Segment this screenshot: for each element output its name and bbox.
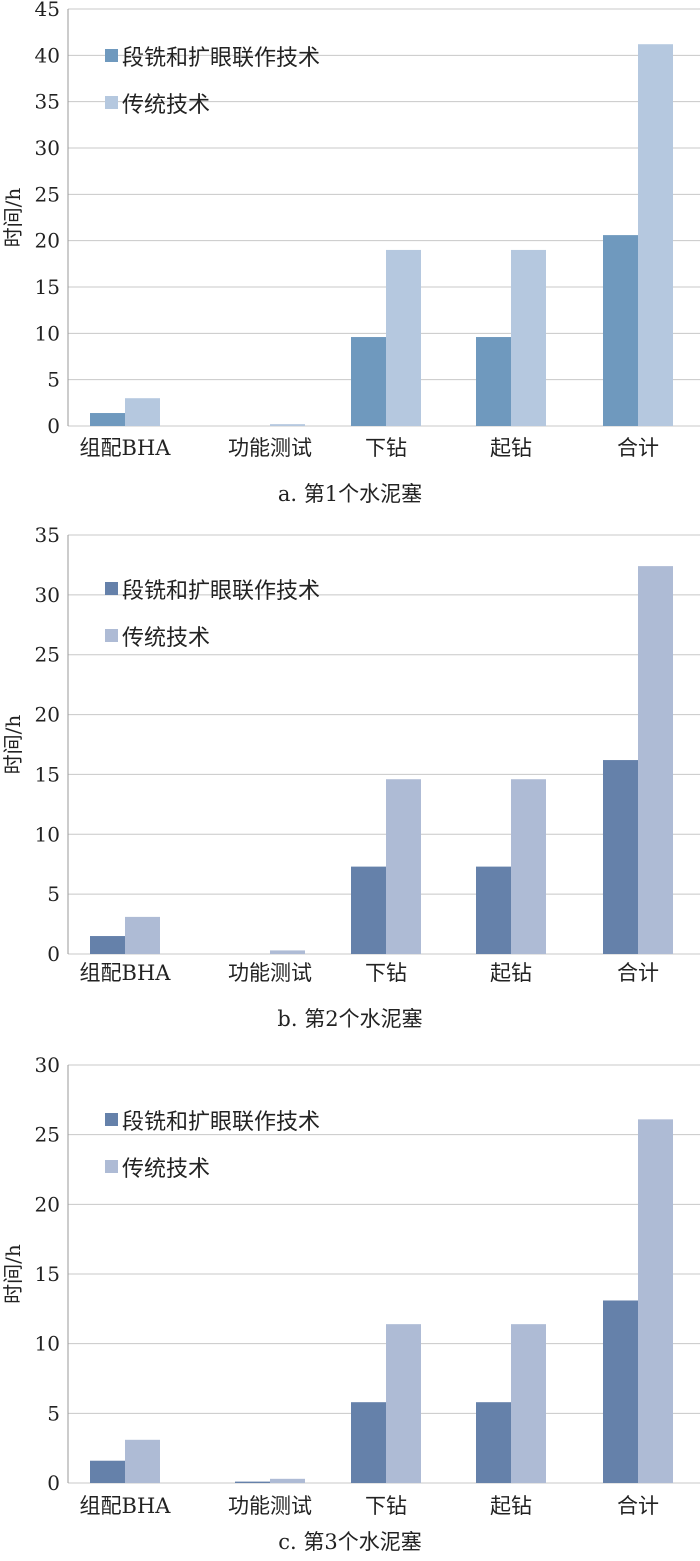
y-tick-label: 25 xyxy=(35,643,60,667)
bar-c-0-series1 xyxy=(90,1460,125,1483)
bar-b-3-series2 xyxy=(511,779,546,954)
bar-chart-a: 0 5 10 15 20 25 30 35 40 45 时间/h 组配BHA 功能测试 下钻 起钻 合计 段铣和… xyxy=(1,0,700,460)
bar-b-2-series1 xyxy=(351,866,386,954)
y-tick-label: 0 xyxy=(47,1471,60,1495)
x-category-label: 组配BHA xyxy=(80,436,172,460)
bar-c-3-series1 xyxy=(476,1402,511,1483)
y-axis-label: 时间/h xyxy=(1,188,25,248)
y-axis-label: 时间/h xyxy=(1,715,25,775)
legend-label: 传统技术 xyxy=(122,1157,210,1182)
bar-c-0-series2 xyxy=(125,1439,160,1483)
bar-b-2-series2 xyxy=(386,779,421,954)
bar-c-1-series2 xyxy=(270,1478,305,1483)
chart-panel-a: 0 5 10 15 20 25 30 35 40 45 时间/h 组配BHA 功能测试 下钻 起钻 合计 段铣和… xyxy=(0,0,700,515)
bar-b-3-series1 xyxy=(476,866,511,954)
chart-panel-c: 0 5 10 15 20 25 30 时间/h 组配BHA 功能测试 下钻 起钻 合计 段铣和扩眼联作技术… xyxy=(0,1037,700,1561)
y-tick-label: 15 xyxy=(35,275,60,299)
x-category-label: 下钻 xyxy=(365,1494,407,1518)
legend-label: 段铣和扩眼联作技术 xyxy=(122,579,320,604)
x-category-label: 下钻 xyxy=(365,961,407,985)
bar-a-0-series2 xyxy=(125,398,160,426)
legend-swatch xyxy=(105,1113,118,1126)
bar-chart-c: 0 5 10 15 20 25 30 时间/h 组配BHA 功能测试 下钻 起钻 合计 段铣和扩眼联作技术… xyxy=(1,1053,700,1518)
y-tick-label: 30 xyxy=(35,583,60,607)
y-tick-label: 25 xyxy=(35,182,60,206)
x-category-label: 功能测试 xyxy=(228,961,312,985)
y-tick-label: 35 xyxy=(35,523,60,547)
x-category-label: 起钻 xyxy=(490,1494,532,1518)
chart-caption-b: b. 第2个水泥塞 xyxy=(277,1007,423,1031)
legend-label: 传统技术 xyxy=(122,626,210,651)
y-tick-label: 0 xyxy=(47,942,60,966)
x-category-label: 起钻 xyxy=(490,961,532,985)
bar-c-4-series2 xyxy=(638,1119,673,1483)
y-tick-label: 30 xyxy=(35,136,60,160)
y-axis-label: 时间/h xyxy=(1,1244,25,1304)
bar-b-1-series2 xyxy=(270,950,305,954)
bar-c-1-series1 xyxy=(235,1481,270,1483)
bar-a-4-series2 xyxy=(638,44,673,427)
y-tick-label: 20 xyxy=(35,1192,60,1216)
legend-swatch xyxy=(105,582,118,595)
bar-a-1-series2 xyxy=(270,424,305,426)
chart-caption-c: c. 第3个水泥塞 xyxy=(278,1530,422,1554)
x-category-label: 组配BHA xyxy=(80,1494,172,1518)
legend-label: 传统技术 xyxy=(122,93,210,118)
bar-a-3-series1 xyxy=(476,337,511,426)
x-category-label: 合计 xyxy=(617,436,659,460)
legend-swatch xyxy=(105,1160,118,1173)
bar-chart-b: 0 5 10 15 20 25 30 35 时间/h 组配BHA 功能测试 下钻 起钻 合计 段铣和扩眼联作… xyxy=(1,523,700,985)
bar-a-0-series1 xyxy=(90,413,125,426)
y-tick-label: 5 xyxy=(47,368,60,392)
y-tick-label: 15 xyxy=(35,1262,60,1286)
y-tick-label: 30 xyxy=(35,1053,60,1077)
bar-a-2-series2 xyxy=(386,249,421,426)
x-category-label: 起钻 xyxy=(490,436,532,460)
bar-c-3-series2 xyxy=(511,1324,546,1483)
y-tick-label: 10 xyxy=(35,321,60,345)
bar-c-4-series1 xyxy=(603,1300,638,1483)
legend-label: 段铣和扩眼联作技术 xyxy=(122,46,320,71)
y-tick-label: 15 xyxy=(35,762,60,786)
y-tick-label: 0 xyxy=(47,414,60,438)
bar-a-2-series1 xyxy=(351,337,386,426)
y-tick-label: 10 xyxy=(35,822,60,846)
x-category-label: 下钻 xyxy=(365,436,407,460)
legend-swatch xyxy=(105,629,118,642)
y-tick-label: 20 xyxy=(35,229,60,253)
bar-b-4-series2 xyxy=(638,566,673,954)
y-tick-label: 10 xyxy=(35,1332,60,1356)
y-tick-label: 5 xyxy=(47,1401,60,1425)
bar-c-2-series1 xyxy=(351,1402,386,1483)
y-tick-label: 45 xyxy=(35,0,60,21)
bar-c-2-series2 xyxy=(386,1324,421,1483)
legend-label: 段铣和扩眼联作技术 xyxy=(122,1110,320,1135)
chart-panel-b: 0 5 10 15 20 25 30 35 时间/h 组配BHA 功能测试 下钻 起钻 合计 段铣和扩眼联作… xyxy=(0,515,700,1037)
y-tick-label: 25 xyxy=(35,1123,60,1147)
y-tick-label: 40 xyxy=(35,43,60,67)
x-category-label: 组配BHA xyxy=(80,961,172,985)
legend-swatch xyxy=(105,49,118,62)
x-category-label: 合计 xyxy=(617,961,659,985)
x-category-label: 功能测试 xyxy=(228,1494,312,1518)
legend-swatch xyxy=(105,96,118,109)
bar-b-4-series1 xyxy=(603,760,638,954)
bar-a-4-series1 xyxy=(603,235,638,426)
bar-b-0-series1 xyxy=(90,936,125,954)
bar-a-3-series2 xyxy=(511,249,546,426)
bar-b-0-series2 xyxy=(125,916,160,954)
x-category-label: 合计 xyxy=(617,1494,659,1518)
y-tick-label: 20 xyxy=(35,703,60,727)
y-tick-label: 35 xyxy=(35,90,60,114)
x-category-label: 功能测试 xyxy=(228,436,312,460)
y-tick-label: 5 xyxy=(47,882,60,906)
chart-caption-a: a. 第1个水泥塞 xyxy=(277,482,423,506)
